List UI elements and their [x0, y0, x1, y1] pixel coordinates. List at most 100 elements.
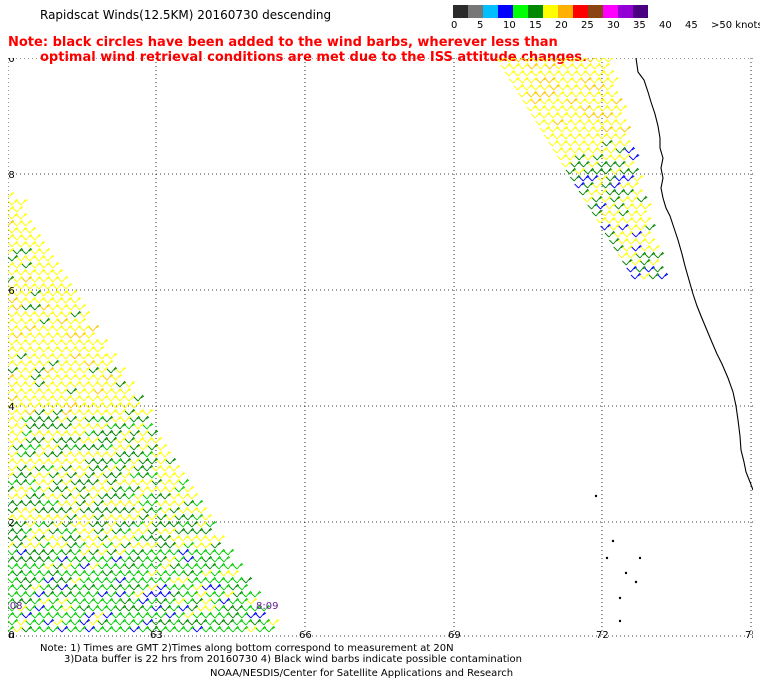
wind-barb [16, 450, 28, 458]
wind-barb [84, 345, 96, 353]
wind-barb [66, 429, 78, 437]
wind-barb [16, 226, 28, 234]
wind-barb [124, 408, 136, 416]
wind-barb [536, 76, 547, 84]
wind-barb [165, 625, 177, 633]
wind-barb [156, 471, 168, 479]
lat-tick-label: 16 [8, 286, 15, 297]
wind-barb [205, 590, 217, 598]
wind-barb [624, 160, 635, 168]
wind-barb [106, 520, 118, 528]
legend-label: 25 [581, 20, 594, 31]
wind-barb [70, 464, 82, 472]
wind-barb [631, 216, 643, 224]
wind-barb [241, 618, 253, 626]
wind-barb [43, 464, 55, 472]
wind-barb [526, 104, 538, 112]
wind-barb [75, 513, 87, 521]
wind-barb [568, 58, 578, 63]
wind-barb [79, 506, 91, 514]
wind-barb [518, 76, 529, 84]
wind-barb [75, 443, 87, 451]
wind-barb [25, 408, 37, 416]
wind-barb [39, 499, 51, 507]
wind-barb [8, 534, 19, 542]
wind-barb [21, 485, 33, 493]
wind-barb [97, 352, 109, 360]
wind-barb [601, 167, 613, 175]
wind-barb [522, 97, 533, 105]
coastline-path [635, 58, 753, 491]
wind-barb [115, 604, 127, 612]
wind-barb [66, 499, 78, 507]
wind-barb [575, 139, 586, 147]
wind-barb [615, 132, 627, 140]
wind-barb [52, 464, 64, 472]
wind-barb [214, 590, 226, 598]
wind-barb [151, 436, 163, 444]
wind-barb [623, 202, 634, 210]
wind-barb [129, 555, 141, 563]
wind-barb [79, 590, 91, 598]
wind-barb [79, 394, 91, 402]
wind-barb [12, 233, 24, 241]
wind-barb [12, 359, 24, 367]
wind-barb [16, 422, 28, 430]
wind-barb [88, 352, 100, 360]
wind-barb [12, 345, 24, 353]
wind-barb [12, 331, 24, 339]
wind-barb [133, 576, 145, 584]
wind-barb [622, 258, 633, 266]
wind-barb [174, 527, 186, 535]
wind-barb [39, 373, 51, 381]
wind-barb [106, 590, 118, 598]
wind-barb [75, 345, 87, 353]
lon-tick-label: 75 [745, 630, 753, 638]
wind-barb [610, 153, 622, 161]
wind-barb [124, 604, 136, 612]
wind-barb [609, 223, 620, 231]
wind-barb [66, 485, 78, 493]
wind-barb [571, 90, 583, 98]
wind-barb [558, 83, 570, 91]
wind-barb [106, 366, 118, 374]
wind-barb [115, 576, 127, 584]
wind-barb [540, 83, 552, 91]
wind-barb [584, 125, 596, 133]
wind-barb [106, 394, 118, 402]
wind-barb [556, 153, 568, 161]
wind-barb [579, 132, 591, 140]
wind-barb [70, 436, 82, 444]
wind-barb [574, 181, 585, 189]
wind-barb [30, 247, 42, 255]
wind-barb [120, 625, 132, 633]
wind-barb [232, 618, 244, 626]
wind-barb [572, 62, 584, 70]
wind-barb [151, 492, 163, 500]
wind-barb [79, 576, 91, 584]
wind-barb [12, 471, 24, 479]
wind-barb [527, 62, 539, 70]
wind-barb [124, 436, 136, 444]
wind-barb [70, 618, 82, 626]
wind-barb [151, 534, 163, 542]
wind-barb [106, 436, 118, 444]
wind-barb [607, 90, 619, 98]
wind-barb [48, 611, 60, 619]
legend-swatch [618, 5, 633, 18]
wind-barb [8, 429, 15, 437]
island-dot [611, 539, 615, 543]
wind-barb [12, 443, 24, 451]
wind-barb [496, 58, 506, 63]
wind-barb [509, 62, 521, 70]
wind-barb [165, 597, 177, 605]
wind-barb [79, 464, 91, 472]
wind-barb [39, 485, 51, 493]
wind-barb [228, 625, 240, 633]
wind-barb [8, 191, 15, 199]
wind-barb [183, 555, 195, 563]
wind-barb [531, 69, 543, 77]
wind-barb [102, 457, 114, 465]
wind-barb [561, 160, 572, 168]
wind-barb [16, 380, 28, 388]
